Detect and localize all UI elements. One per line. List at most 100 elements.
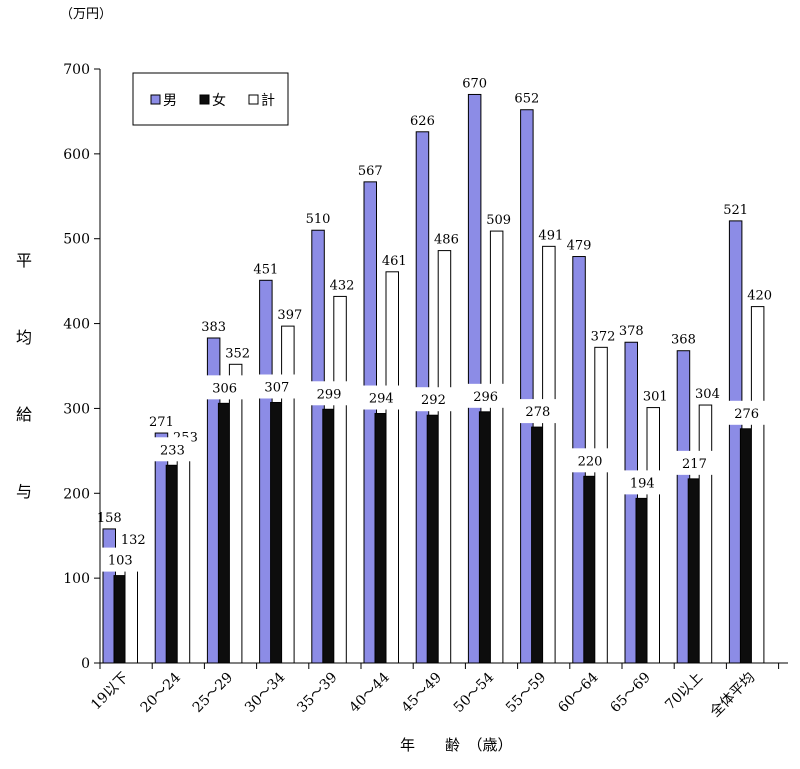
data-label: 626 <box>410 114 435 129</box>
legend-label: 計 <box>261 93 275 109</box>
bar-2 <box>750 306 765 664</box>
data-label: 509 <box>486 213 511 228</box>
data-label: 461 <box>382 254 407 269</box>
bar-2 <box>176 447 191 664</box>
x-tick-label: 25～29 <box>190 670 236 716</box>
data-label: 368 <box>671 333 696 348</box>
data-label-box <box>518 399 557 424</box>
bar-2 <box>698 404 713 664</box>
data-label: 397 <box>277 308 302 323</box>
data-label: 307 <box>264 380 289 395</box>
legend-swatch <box>248 94 259 105</box>
data-label: 432 <box>330 278 355 293</box>
x-tick-label: 35～39 <box>294 670 340 716</box>
data-label: 194 <box>630 476 655 491</box>
bar-group: 479 372 220 <box>567 239 616 664</box>
y-tick-label: 400 <box>63 317 90 333</box>
data-label: 103 <box>108 554 133 569</box>
x-tick-label: 19以下 <box>88 670 132 714</box>
legend-swatch <box>150 94 161 105</box>
x-tick-label: 40～44 <box>346 669 392 715</box>
data-label: 486 <box>434 233 459 248</box>
data-label: 491 <box>538 228 563 243</box>
x-tick-label: 70以上 <box>662 670 706 714</box>
y-title-char: 与 <box>16 482 32 501</box>
bar-2 <box>542 245 556 664</box>
data-label: 294 <box>369 392 394 407</box>
data-label: 372 <box>591 329 616 344</box>
bar-group: 451 397 307 <box>253 262 302 664</box>
data-label-box <box>466 383 505 408</box>
legend: 男女計 <box>132 72 289 126</box>
data-label: 670 <box>462 76 487 91</box>
x-tick-label: 全体平均 <box>707 669 759 721</box>
x-tick-label: 30～34 <box>242 669 288 715</box>
data-label: 420 <box>747 289 772 304</box>
bar-2 <box>437 250 452 664</box>
bars: 158 132 103 271253233 383 352 306 451 397 307 510 4… <box>97 76 772 664</box>
data-label-box <box>257 374 296 399</box>
data-label: 383 <box>201 320 226 335</box>
bar-group: 378 301 194 <box>619 324 668 664</box>
y-tick-label: 500 <box>63 232 90 248</box>
bar-2 <box>646 407 660 664</box>
bar-group: 368 304 217 <box>671 333 720 664</box>
data-label: 521 <box>723 203 748 218</box>
y-tick-label: 600 <box>63 147 90 163</box>
data-label-box <box>623 470 662 495</box>
data-label: 233 <box>160 443 185 458</box>
bar-2 <box>385 271 399 664</box>
bar-group: 567 461 294 <box>358 164 407 664</box>
x-tick-label: 65～69 <box>607 670 653 716</box>
bar-2 <box>333 295 347 664</box>
data-label: 652 <box>514 92 539 107</box>
data-label-box <box>675 450 714 475</box>
data-label: 292 <box>421 393 446 408</box>
data-label: 451 <box>253 262 278 277</box>
data-label-box <box>727 400 766 425</box>
x-tick-label: 60～64 <box>555 669 601 715</box>
data-label: 352 <box>225 346 250 361</box>
data-label: 220 <box>578 454 603 469</box>
y-tick-label: 0 <box>81 656 90 672</box>
data-label: 299 <box>317 387 342 402</box>
data-label: 217 <box>682 457 707 472</box>
data-label: 276 <box>734 407 759 422</box>
data-label: 158 <box>97 511 122 526</box>
unit-label: （万円） <box>60 7 112 22</box>
x-axis: 19以下 20～24 25～29 30～34 35～39 40～44 45～49 50～54 5… <box>88 662 788 721</box>
data-label-box <box>310 381 349 406</box>
data-label-box <box>571 448 610 473</box>
data-label: 132 <box>121 533 146 548</box>
data-label: 304 <box>695 387 720 402</box>
data-label-box <box>362 385 401 410</box>
bar-2 <box>489 230 504 664</box>
bar-2 <box>228 363 243 664</box>
bar-group: 652 491 278 <box>514 92 563 664</box>
data-label: 306 <box>212 381 237 396</box>
data-label: 567 <box>358 164 383 179</box>
x-tick-label: 45～49 <box>399 670 445 716</box>
bar-group: 521 420 276 <box>723 203 772 664</box>
x-tick-label: 50～54 <box>451 669 497 715</box>
data-label-box <box>153 437 192 462</box>
y-title-char: 給 <box>16 405 32 424</box>
bar-2 <box>594 346 608 664</box>
y-tick-label: 100 <box>63 571 90 587</box>
data-label: 271 <box>149 415 174 430</box>
data-label-box <box>101 547 140 572</box>
bar-group: 626 486 292 <box>410 114 459 664</box>
data-label-box <box>414 387 453 412</box>
y-tick-label: 300 <box>63 401 90 417</box>
data-label: 278 <box>525 405 550 420</box>
data-label: 479 <box>567 239 592 254</box>
data-label-box <box>205 375 244 400</box>
bar-group: 510 432 299 <box>306 212 355 664</box>
y-axis: 0 100 200 300 400 500 600 700 <box>63 62 101 672</box>
y-tick-label: 700 <box>63 62 90 78</box>
data-label: 301 <box>643 390 668 405</box>
legend-swatch <box>199 94 210 105</box>
legend-label: 女 <box>212 92 226 109</box>
